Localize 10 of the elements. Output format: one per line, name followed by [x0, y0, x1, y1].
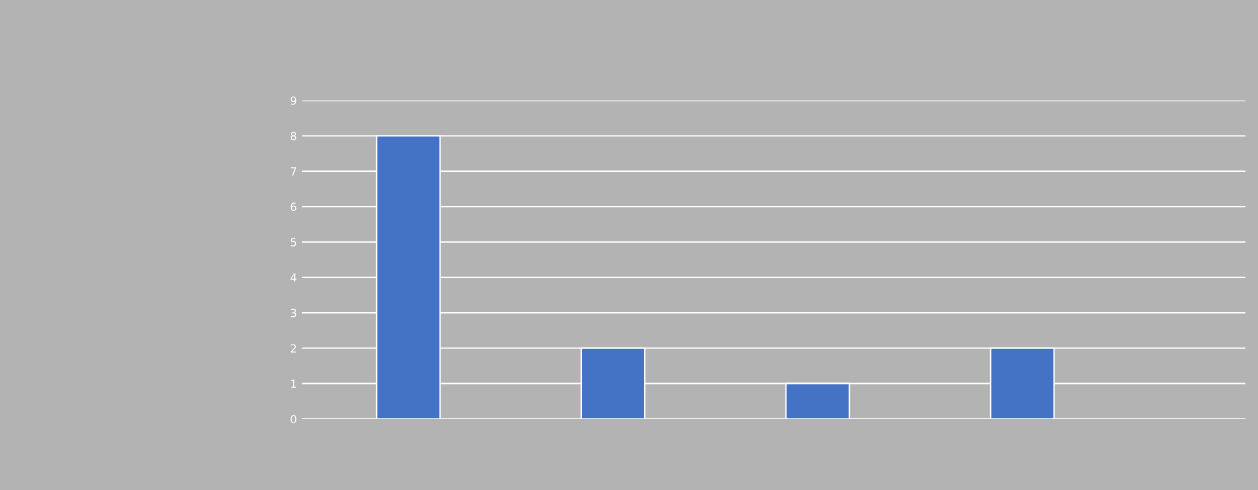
y-tick-label: 7: [290, 167, 297, 176]
y-tick-label: 6: [290, 202, 297, 211]
y-tick-label: 8: [290, 131, 297, 141]
y-tick-label: 3: [290, 308, 297, 318]
y-tick-label: 0: [290, 414, 297, 424]
y-tick-label: 4: [290, 273, 297, 282]
y-tick-label: 2: [290, 344, 296, 353]
y-tick-label: 1: [291, 379, 297, 388]
y-tick-label: 5: [290, 238, 297, 247]
y-tick-label: 9: [290, 96, 297, 105]
